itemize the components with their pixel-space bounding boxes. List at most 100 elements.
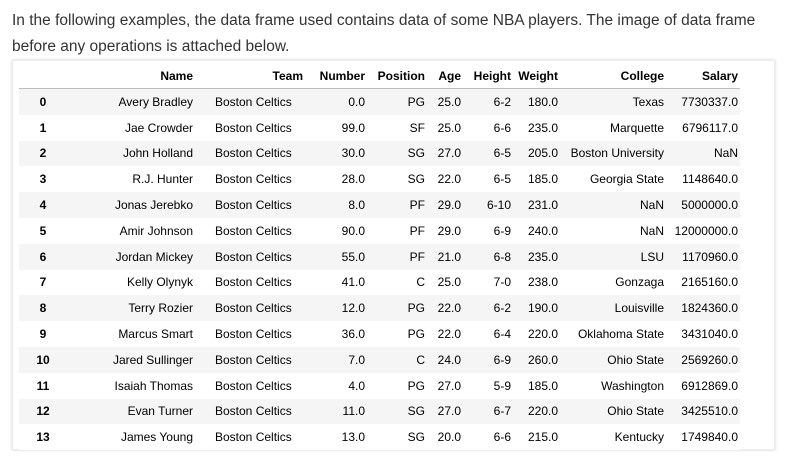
- college-cell: Louisville: [614, 301, 664, 316]
- table-row: 0 Avery Bradley Boston Celtics 0.0 PG 25.0 6-2…: [19, 88, 740, 115]
- team-cell: Boston Celtics: [215, 352, 292, 367]
- table-row: 8 Terry Rozier Boston Celtics 12.0 PG 22.0 6-2…: [19, 295, 740, 322]
- header-index: [19, 63, 67, 89]
- player-name-cell: Jared Sullinger: [112, 352, 193, 367]
- height-cell: 6-6: [493, 120, 511, 135]
- position-cell: PG: [407, 378, 425, 393]
- player-name-cell: R.J. Hunter: [132, 172, 193, 187]
- weight-cell: 238.0: [527, 275, 558, 290]
- weight-cell: 235.0: [527, 120, 558, 135]
- salary-cell: 3431040.0: [681, 327, 738, 342]
- salary-cell: NaN: [713, 146, 738, 161]
- player-name-cell: James Young: [120, 430, 193, 445]
- table-row: 7 Kelly Olynyk Boston Celtics 41.0 C 25.0 7-0 2…: [19, 269, 740, 296]
- college-cell: Georgia State: [589, 172, 664, 187]
- salary-cell: 2165160.0: [681, 275, 738, 290]
- salary-cell: 3425510.0: [681, 404, 738, 419]
- team-cell: Boston Celtics: [215, 404, 292, 419]
- position-cell: SG: [407, 404, 425, 419]
- number-cell: 36.0: [341, 327, 365, 342]
- position-cell: PG: [407, 94, 425, 109]
- team-cell: Boston Celtics: [215, 120, 292, 135]
- salary-cell: 6912869.0: [681, 378, 738, 393]
- row-index-cell: 2: [39, 146, 47, 161]
- header-college: College: [560, 63, 666, 89]
- age-cell: 24.0: [437, 352, 461, 367]
- salary-cell: 1148640.0: [682, 172, 738, 187]
- height-cell: 6-4: [493, 327, 511, 342]
- salary-cell: 5000000.0: [681, 198, 738, 213]
- age-cell: 22.0: [437, 327, 461, 342]
- weight-cell: 235.0: [527, 249, 558, 264]
- header-position: Position: [367, 63, 428, 89]
- number-cell: 12.0: [341, 301, 365, 316]
- row-index-cell: 12: [36, 404, 50, 419]
- weight-cell: 260.0: [527, 352, 558, 367]
- salary-cell: 1170960.0: [682, 249, 738, 264]
- number-cell: 90.0: [341, 223, 365, 238]
- team-cell: Boston Celtics: [215, 275, 292, 290]
- height-cell: 6-5: [493, 146, 511, 161]
- row-index-cell: 4: [39, 198, 47, 213]
- college-cell: Washington: [601, 378, 664, 393]
- team-cell: Boston Celtics: [215, 94, 292, 109]
- number-cell: 30.0: [341, 146, 365, 161]
- player-name-cell: Jordan Mickey: [115, 249, 193, 264]
- player-name-cell: Isaiah Thomas: [114, 378, 194, 393]
- team-cell: Boston Celtics: [215, 327, 292, 342]
- salary-cell: 1749840.0: [681, 430, 738, 445]
- team-cell: Boston Celtics: [215, 249, 292, 264]
- table-body: 0 Avery Bradley Boston Celtics 0.0 PG 25.0 6-2…: [19, 88, 740, 451]
- position-cell: PG: [407, 327, 425, 342]
- player-name-cell: Jae Crowder: [124, 120, 193, 135]
- height-cell: 6-9: [493, 223, 511, 238]
- table-row: 2 John Holland Boston Celtics 30.0 SG 27.0 6-5…: [19, 140, 740, 167]
- team-cell: Boston Celtics: [215, 146, 292, 161]
- college-cell: Gonzaga: [615, 275, 664, 290]
- position-cell: SG: [407, 146, 425, 161]
- number-cell: 0.0: [348, 94, 365, 109]
- height-cell: 6-8: [493, 249, 511, 264]
- height-cell: 6-7: [493, 404, 511, 419]
- salary-cell: 7730337.0: [681, 94, 738, 109]
- table-row: 4 Jonas Jerebko Boston Celtics 8.0 PF 29.0 6-1…: [19, 192, 740, 218]
- age-cell: 27.0: [437, 404, 461, 419]
- player-name-cell: Kelly Olynyk: [126, 275, 193, 290]
- header-row: Name Team Number Position Age Height Wei…: [19, 63, 740, 89]
- table-row: 10 Jared Sullinger Boston Celtics 7.0 C 24.0 6…: [19, 346, 740, 373]
- header-name: Name: [67, 63, 199, 89]
- table-row: 13 James Young Boston Celtics 13.0 SG 20.0 6-6…: [19, 424, 740, 451]
- position-cell: PF: [409, 198, 425, 213]
- team-cell: Boston Celtics: [215, 223, 292, 238]
- weight-cell: 231.0: [527, 198, 558, 213]
- weight-cell: 240.0: [527, 223, 558, 238]
- row-index-cell: 0: [39, 94, 47, 109]
- weight-cell: 180.0: [527, 94, 558, 109]
- row-index-cell: 11: [36, 378, 50, 393]
- weight-cell: 185.0: [527, 378, 558, 393]
- header-salary: Salary: [666, 63, 740, 89]
- intro-paragraph: In the following examples, the data fram…: [12, 12, 756, 55]
- college-cell: Ohio State: [607, 352, 664, 367]
- number-cell: 99.0: [341, 120, 365, 135]
- table-row: 3 R.J. Hunter Boston Celtics 28.0 SG 22.0 6-5 1…: [19, 166, 740, 193]
- number-cell: 7.0: [348, 352, 365, 367]
- position-cell: C: [416, 275, 425, 290]
- header-age: Age: [428, 63, 463, 89]
- position-cell: SF: [409, 120, 425, 135]
- number-cell: 41.0: [341, 275, 365, 290]
- row-index-cell: 8: [39, 301, 47, 316]
- player-name-cell: Avery Bradley: [118, 94, 193, 109]
- college-cell: Ohio State: [607, 404, 664, 419]
- height-cell: 6-2: [493, 301, 511, 316]
- position-cell: PF: [409, 249, 425, 264]
- row-index-cell: 3: [39, 172, 47, 187]
- number-cell: 28.0: [341, 172, 365, 187]
- weight-cell: 190.0: [527, 301, 558, 316]
- team-cell: Boston Celtics: [215, 172, 292, 187]
- weight-cell: 220.0: [527, 404, 558, 419]
- height-cell: 7-0: [493, 275, 511, 290]
- weight-cell: 220.0: [527, 327, 558, 342]
- row-index-cell: 7: [39, 275, 47, 290]
- dataframe-image: Name Team Number Position Age Height Wei…: [12, 60, 775, 451]
